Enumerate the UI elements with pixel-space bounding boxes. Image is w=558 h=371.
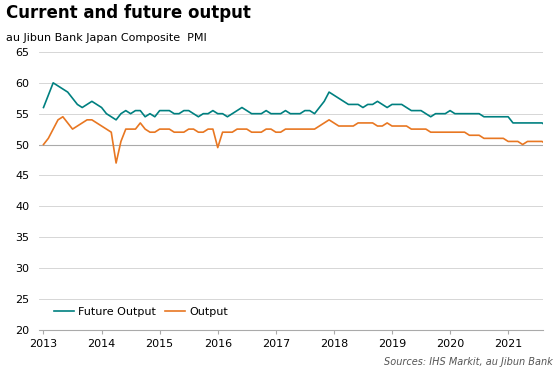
Output xyxy=(495,136,502,141)
Output xyxy=(60,115,66,119)
Future Output xyxy=(50,81,56,85)
Future Output xyxy=(418,108,425,113)
Output xyxy=(509,139,516,144)
Output xyxy=(384,121,391,125)
Text: Sources: IHS Markit, au Jibun Bank: Sources: IHS Markit, au Jibun Bank xyxy=(384,357,552,367)
Output xyxy=(418,127,425,131)
Line: Output: Output xyxy=(44,117,558,293)
Output xyxy=(40,142,47,147)
Text: au Jibun Bank Japan Composite  PMI: au Jibun Bank Japan Composite PMI xyxy=(6,33,206,43)
Future Output xyxy=(384,105,391,110)
Future Output xyxy=(234,108,240,113)
Future Output xyxy=(495,115,502,119)
Text: Current and future output: Current and future output xyxy=(6,4,251,22)
Line: Future Output: Future Output xyxy=(44,83,558,228)
Future Output xyxy=(509,121,516,125)
Output xyxy=(234,127,240,131)
Future Output xyxy=(40,105,47,110)
Legend: Future Output, Output: Future Output, Output xyxy=(50,302,233,321)
